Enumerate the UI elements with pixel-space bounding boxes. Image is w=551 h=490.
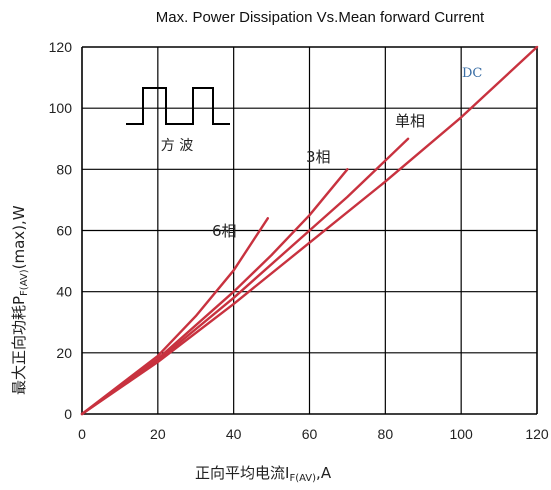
x-tick-labels: 0 20 40 60 80 100 120	[78, 426, 549, 442]
x-axis-label: 正向平均电流IF(AV),A	[195, 464, 332, 484]
x-tick-label: 100	[449, 426, 473, 442]
series-line-1	[80, 137, 410, 416]
series-line-0	[80, 45, 539, 416]
square-wave-icon: 方 波	[126, 87, 230, 154]
y-tick-label: 100	[49, 100, 73, 116]
series-label-3-phase: 3相	[306, 148, 331, 166]
x-tick-label: 20	[150, 426, 166, 442]
y-tick-labels: 0 20 40 60 80 100 120	[49, 39, 73, 422]
x-tick-label: 0	[78, 426, 86, 442]
y-tick-label: 40	[56, 284, 72, 300]
series-line-3	[80, 217, 269, 416]
x-tick-label: 60	[302, 426, 318, 442]
series-label-single-phase: 单相	[395, 112, 425, 130]
y-tick-label: 0	[64, 406, 72, 422]
series-lines	[80, 45, 539, 416]
series-line-2	[80, 168, 349, 416]
y-axis-label: 最大正向功耗PF(AV)(max),W	[10, 205, 30, 395]
grid	[81, 46, 538, 415]
y-tick-label: 60	[56, 223, 72, 239]
x-tick-label: 80	[378, 426, 394, 442]
series-label-6-phase: 6相	[212, 222, 237, 240]
y-tick-label: 80	[56, 161, 72, 177]
series-label-dc: DC	[462, 66, 482, 81]
y-tick-label: 20	[56, 345, 72, 361]
chart-title: Max. Power Dissipation Vs.Mean forward C…	[156, 9, 485, 26]
x-tick-label: 120	[525, 426, 549, 442]
x-tick-label: 40	[226, 426, 242, 442]
y-tick-label: 120	[49, 39, 73, 55]
waveform-label: 方 波	[161, 138, 193, 154]
